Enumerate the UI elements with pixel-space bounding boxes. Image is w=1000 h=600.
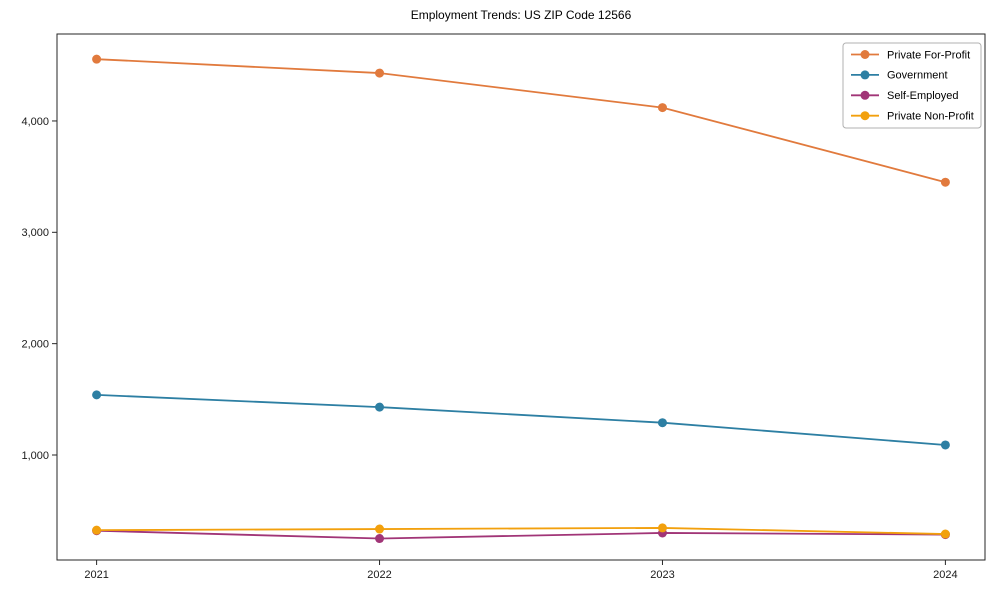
chart-title: Employment Trends: US ZIP Code 12566 bbox=[410, 8, 632, 22]
series-line-government bbox=[96, 393, 946, 446]
series-line-private-non-profit bbox=[96, 527, 946, 535]
series-line-self-employed bbox=[96, 529, 946, 540]
legend-label: Private For-Profit bbox=[887, 49, 970, 61]
y-axis-tick-label: 2,000 bbox=[21, 338, 49, 350]
legend-item-private-for-profit: Private For-Profit bbox=[851, 49, 970, 61]
x-axis-tick-label: 2021 bbox=[84, 569, 108, 581]
data-point-private-non-profit-2023 bbox=[657, 523, 667, 533]
data-point-private-non-profit-2024 bbox=[940, 529, 950, 539]
legend-label: Private Non-Profit bbox=[887, 111, 974, 123]
series-private-for-profit bbox=[92, 54, 950, 187]
y-axis-tick-label: 4,000 bbox=[21, 116, 49, 128]
legend-label: Government bbox=[887, 70, 948, 82]
data-point-government-2021 bbox=[92, 390, 102, 400]
legend-box bbox=[842, 42, 982, 129]
legend-item-government: Government bbox=[851, 70, 948, 82]
data-point-private-for-profit-2021 bbox=[92, 54, 102, 64]
data-point-private-non-profit-2021 bbox=[92, 525, 102, 535]
data-point-government-2023 bbox=[657, 418, 667, 428]
y-axis-tick-label: 1,000 bbox=[21, 450, 49, 462]
legend: Private For-Profit Government Self-Employe… bbox=[842, 42, 982, 129]
x-axis-tick-label: 2022 bbox=[367, 569, 391, 581]
data-point-private-non-profit-2022 bbox=[375, 524, 385, 534]
legend-swatch-marker bbox=[860, 70, 870, 80]
data-point-self-employed-2022 bbox=[375, 534, 385, 544]
legend-swatch-marker bbox=[860, 111, 870, 121]
data-point-private-for-profit-2023 bbox=[657, 103, 667, 113]
data-point-government-2022 bbox=[375, 402, 385, 412]
x-axis-tick-label: 2024 bbox=[933, 569, 957, 581]
data-point-government-2024 bbox=[940, 440, 950, 450]
data-point-private-for-profit-2022 bbox=[375, 68, 385, 78]
legend-swatch-marker bbox=[860, 90, 870, 100]
legend-item-self-employed: Self-Employed bbox=[851, 90, 959, 102]
series-private-non-profit bbox=[92, 523, 950, 539]
data-point-private-for-profit-2024 bbox=[940, 177, 950, 187]
x-axis-tick-label: 2023 bbox=[650, 569, 674, 581]
y-axis-tick-label: 3,000 bbox=[21, 227, 49, 239]
plot-area-border bbox=[56, 33, 986, 561]
series-government bbox=[92, 390, 950, 450]
legend-label: Self-Employed bbox=[887, 90, 959, 102]
series-line-private-for-profit bbox=[96, 58, 946, 184]
legend-swatch-marker bbox=[860, 50, 870, 59]
legend-item-private-non-profit: Private Non-Profit bbox=[851, 111, 974, 123]
